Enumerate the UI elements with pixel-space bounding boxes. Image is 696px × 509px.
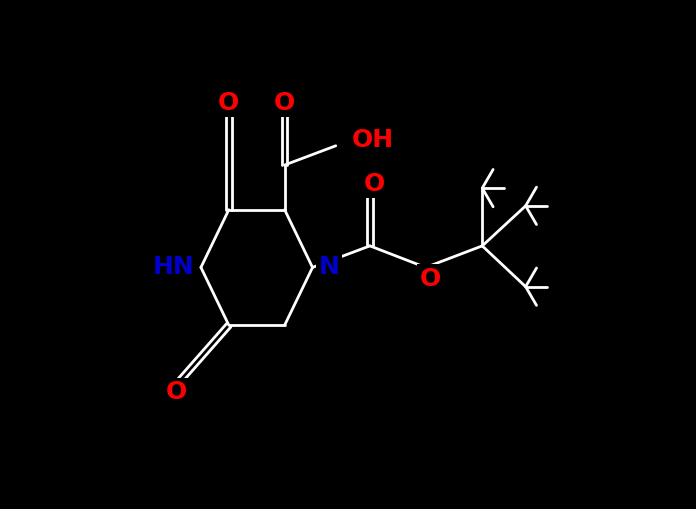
Text: OH: OH xyxy=(351,128,393,152)
Text: HN: HN xyxy=(153,256,195,279)
Text: O: O xyxy=(219,91,239,115)
Text: O: O xyxy=(364,172,385,195)
Text: O: O xyxy=(420,267,441,291)
Text: O: O xyxy=(166,380,187,404)
Text: N: N xyxy=(319,256,340,279)
Text: O: O xyxy=(274,91,295,115)
